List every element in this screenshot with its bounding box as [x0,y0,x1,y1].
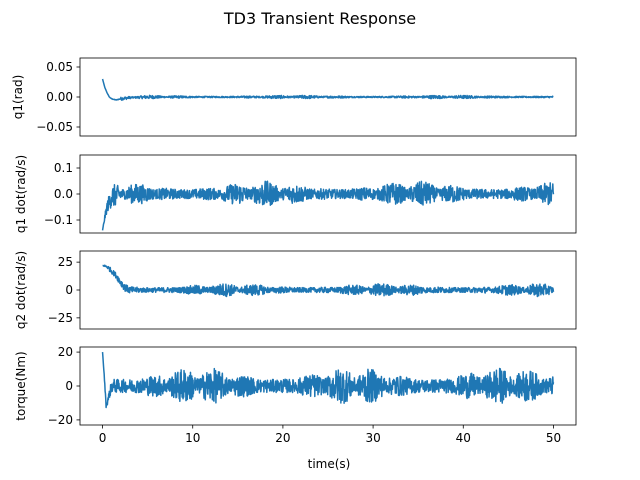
y-axis-label: q2 dot(rad/s) [14,251,28,329]
y-tick-label: 0.0 [54,187,73,201]
subplot-3: −25 0 25 q2 dot(rad/s) [14,250,577,330]
x-tick-label: 0 [99,431,107,445]
x-tick-label: 30 [365,431,380,445]
x-axis-label: time(s) [308,457,351,471]
x-tick-label: 10 [185,431,200,445]
y-tick-label: 0 [65,379,73,393]
y-tick-label: −20 [48,413,73,427]
y-axis-label: torque(Nm) [14,351,28,420]
y-tick-label: 0.00 [46,90,73,104]
y-tick-label: 0.05 [46,60,73,74]
series-line-1 [102,264,555,298]
y-tick-label: 20 [58,345,73,359]
y-tick-label: −25 [48,311,73,325]
y-tick-label: −0.05 [36,120,73,134]
subplot-1: −0.05 0.00 0.05 q1(rad) [11,57,577,137]
y-tick-label: 0 [65,283,73,297]
y-tick-label: −0.1 [44,213,73,227]
x-tick-label: 20 [275,431,290,445]
subplot-4: −20 0 20 0 10 20 30 40 50 torque(Nm) [14,345,577,445]
series-line-1 [101,78,554,101]
x-tick-label: 50 [546,431,561,445]
series-line-1 [101,180,555,231]
subplot-2: −0.1 0.0 0.1 q1 dot(rad/s) [14,154,577,234]
series-line-1 [101,352,555,409]
y-axis-label: q1 dot(rad/s) [14,155,28,233]
y-axis-label: q1(rad) [11,75,25,120]
subplots: −0.05 0.00 0.05 q1(rad) −0.1 0.0 0.1 q1 dot(rad… [11,57,577,445]
y-tick-label: 25 [58,255,73,269]
y-tick-label: 0.1 [54,161,73,175]
chart-title: TD3 Transient Response [223,9,416,28]
x-tick-label: 40 [456,431,471,445]
